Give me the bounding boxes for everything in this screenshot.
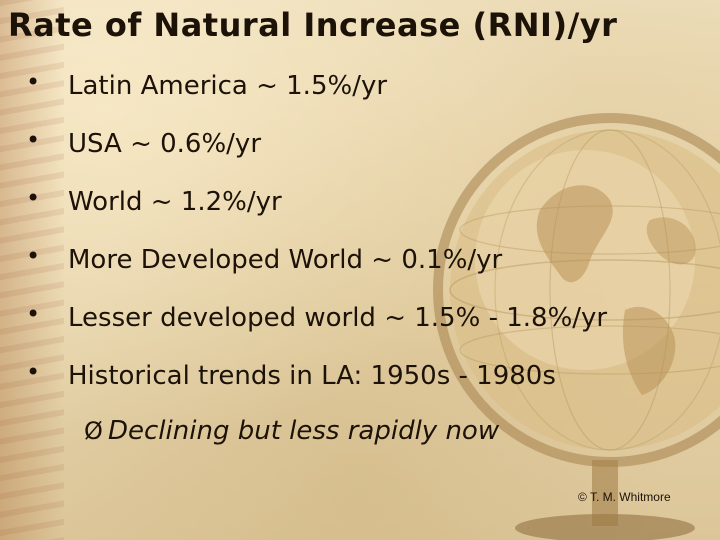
bullet-lesser-developed: • Lesser developed world ~ 1.5% - 1.8%/y…: [20, 300, 710, 340]
bullet-latin-america: • Latin America ~ 1.5%/yr: [20, 68, 710, 108]
bullet-dot-icon: •: [26, 300, 41, 328]
bullet-text: Lesser developed world ~ 1.5% - 1.8%/yr: [68, 303, 608, 333]
bullet-text: USA ~ 0.6%/yr: [68, 129, 262, 159]
sub-bullet-text: Declining but less rapidly now: [108, 416, 500, 446]
bullet-more-developed: • More Developed World ~ 0.1%/yr: [20, 242, 710, 282]
bullet-text: World ~ 1.2%/yr: [68, 187, 282, 217]
bullet-text: More Developed World ~ 0.1%/yr: [68, 245, 503, 275]
bullet-dot-icon: •: [26, 242, 41, 270]
bullet-text: Latin America ~ 1.5%/yr: [68, 71, 388, 101]
slide-title: Rate of Natural Increase (RNI)/yr: [8, 6, 618, 44]
sub-bullet-declining: Ø Declining but less rapidly now: [84, 416, 499, 446]
bullet-dot-icon: •: [26, 358, 41, 386]
bullet-dot-icon: •: [26, 126, 41, 154]
bullet-text: Historical trends in LA: 1950s - 1980s: [68, 361, 556, 391]
decorative-map-border: [0, 0, 64, 540]
bullet-world: • World ~ 1.2%/yr: [20, 184, 710, 224]
bullet-usa: • USA ~ 0.6%/yr: [20, 126, 710, 166]
arrow-bullet-icon: Ø: [84, 417, 103, 445]
bullet-dot-icon: •: [26, 184, 41, 212]
antique-globe-icon: [433, 113, 720, 540]
bullet-dot-icon: •: [26, 68, 41, 96]
copyright-notice: © T. M. Whitmore: [578, 490, 671, 504]
bullet-historical-trends: • Historical trends in LA: 1950s - 1980s: [20, 358, 710, 398]
